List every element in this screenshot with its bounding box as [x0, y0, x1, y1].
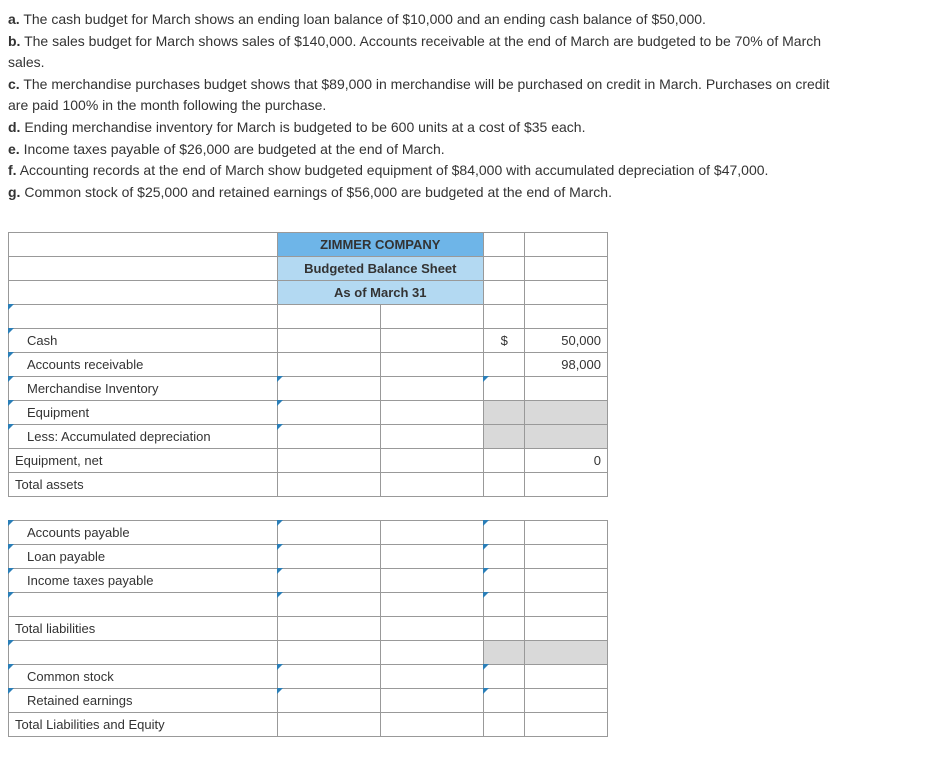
inst-letter-e: e. — [8, 141, 20, 157]
row-totassets: Total assets — [9, 473, 278, 497]
row-totliab: Total liabilities — [9, 617, 278, 641]
inst-text-g: Common stock of $25,000 and retained ear… — [24, 184, 612, 200]
row-equip[interactable]: Equipment — [9, 401, 278, 425]
inst-text-c1: The merchandise purchases budget shows t… — [23, 76, 829, 92]
inst-text-b1: The sales budget for March shows sales o… — [24, 33, 821, 49]
inst-letter-c: c. — [8, 76, 20, 92]
inst-letter-f: f. — [8, 162, 17, 178]
inst-text-a: The cash budget for March shows an endin… — [23, 11, 706, 27]
value-cash[interactable]: 50,000 — [525, 329, 608, 353]
inst-letter-a: a. — [8, 11, 20, 27]
row-tax[interactable]: Income taxes payable — [9, 569, 278, 593]
balance-sheet-table: ZIMMER COMPANY Budgeted Balance Sheet As… — [8, 232, 608, 737]
inst-letter-g: g. — [8, 184, 20, 200]
blank-row-cell[interactable] — [9, 305, 278, 329]
inst-text-c2: are paid 100% in the month following the… — [8, 97, 326, 113]
row-equipnet: Equipment, net — [9, 449, 278, 473]
company-header: ZIMMER COMPANY — [277, 233, 484, 257]
sheet-title: Budgeted Balance Sheet — [277, 257, 484, 281]
inst-text-e: Income taxes payable of $26,000 are budg… — [24, 141, 445, 157]
inst-text-d: Ending merchandise inventory for March i… — [24, 119, 585, 135]
row-totle: Total Liabilities and Equity — [9, 713, 278, 737]
row-ar[interactable]: Accounts receivable — [9, 353, 278, 377]
row-cash[interactable]: Cash — [9, 329, 278, 353]
inst-text-f: Accounting records at the end of March s… — [20, 162, 769, 178]
instructions-block: a. The cash budget for March shows an en… — [8, 10, 936, 202]
value-ar[interactable]: 98,000 — [525, 353, 608, 377]
row-common[interactable]: Common stock — [9, 665, 278, 689]
blank-row-cell2[interactable] — [9, 593, 278, 617]
sheet-asof: As of March 31 — [277, 281, 484, 305]
row-loan[interactable]: Loan payable — [9, 545, 278, 569]
blank-row-cell3[interactable] — [9, 641, 278, 665]
row-less[interactable]: Less: Accumulated depreciation — [9, 425, 278, 449]
row-ap[interactable]: Accounts payable — [9, 521, 278, 545]
dollar-sign: $ — [484, 329, 525, 353]
row-re[interactable]: Retained earnings — [9, 689, 278, 713]
inst-letter-d: d. — [8, 119, 20, 135]
value-equipnet[interactable]: 0 — [525, 449, 608, 473]
inst-letter-b: b. — [8, 33, 20, 49]
row-merch[interactable]: Merchandise Inventory — [9, 377, 278, 401]
inst-text-b2: sales. — [8, 54, 45, 70]
